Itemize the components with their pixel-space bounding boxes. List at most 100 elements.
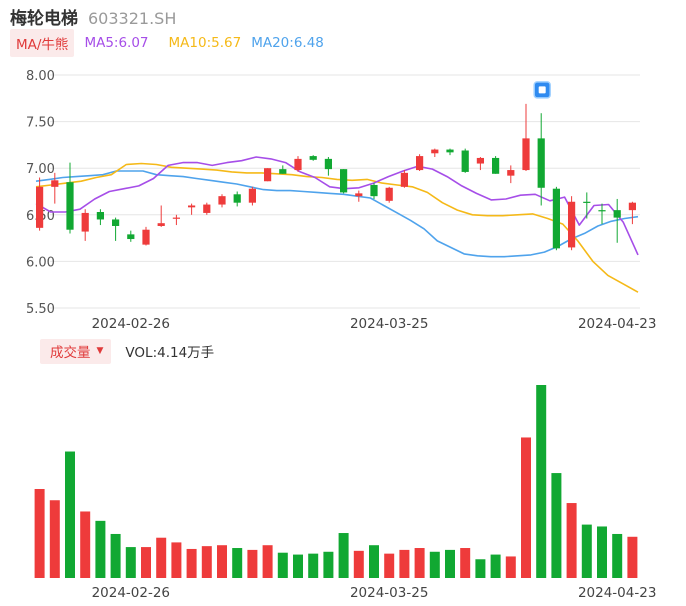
volume-bar: [490, 554, 501, 578]
volume-bar: [186, 548, 197, 578]
candle-body: [279, 169, 287, 174]
ma-type-selector[interactable]: MA/牛熊: [10, 29, 75, 57]
volume-bar: [414, 548, 425, 578]
candle-body: [248, 188, 256, 203]
candlestick: [81, 209, 89, 241]
candle-body: [340, 169, 348, 193]
volume-bar: [612, 533, 623, 578]
candlestick: [370, 183, 378, 199]
volume-bar: [277, 552, 288, 578]
candlestick: [294, 156, 302, 172]
candlestick: [264, 168, 272, 182]
candle-body: [188, 205, 196, 208]
candle-body: [309, 156, 317, 160]
volume-bar: [262, 545, 273, 578]
candle-body: [613, 210, 621, 218]
candle-body: [537, 138, 545, 188]
candlestick: [355, 190, 363, 202]
candle-body: [370, 184, 378, 197]
candlestick: [492, 156, 500, 174]
candle-body: [446, 149, 454, 153]
price-tick-label: 6.00: [26, 255, 55, 270]
candle-body: [476, 157, 484, 164]
candlestick: [172, 214, 180, 226]
volume-bar: [80, 511, 91, 578]
candle-body: [431, 149, 439, 154]
price-tick-label: 8.00: [26, 69, 55, 84]
volume-bar: [521, 437, 531, 578]
price-tick-label: 7.50: [26, 116, 55, 131]
candlestick: [96, 209, 104, 226]
volume-bar: [627, 536, 638, 578]
candle-body: [492, 157, 500, 174]
candle-body: [233, 194, 241, 203]
candlestick: [203, 202, 211, 215]
candlestick: [324, 157, 332, 176]
volume-bar: [460, 548, 471, 578]
volume-bar: [536, 385, 547, 578]
candle-body: [81, 212, 89, 232]
volume-bar: [399, 549, 410, 578]
volume-bar: [156, 537, 167, 578]
price-tick-label: 5.50: [26, 302, 55, 317]
price-date-label: 2024-02-26: [92, 316, 170, 332]
candlestick: [112, 217, 120, 241]
candlestick: [598, 203, 606, 225]
candlestick: [507, 165, 515, 184]
price-date-label: 2024-04-23: [578, 316, 656, 332]
volume-bar: [171, 542, 182, 578]
volume-bar: [384, 553, 395, 578]
candle-body: [36, 186, 44, 228]
candlestick: [613, 198, 621, 243]
marker-glyph: [538, 86, 546, 94]
candlestick: [51, 172, 59, 204]
chart-marker-icon: [533, 81, 551, 99]
volume-bar: [475, 559, 486, 578]
candlestick: [233, 191, 241, 207]
candlestick: [340, 169, 348, 194]
ma10-legend: MA10:5.67: [168, 35, 242, 51]
candle-body: [507, 170, 515, 176]
candle-body: [568, 201, 576, 248]
candle-body: [628, 202, 636, 211]
candlestick: [522, 103, 530, 171]
ma20-legend: MA20:6.48: [251, 35, 324, 51]
volume-bar: [551, 473, 562, 578]
candlestick: [218, 194, 226, 208]
candle-body: [66, 182, 74, 230]
volume-legend: 成交量 ▼ VOL:4.14万手: [40, 338, 214, 364]
stock-header: 梅轮电梯 603321.SH: [10, 4, 176, 29]
candle-body: [598, 210, 606, 212]
volume-bar: [353, 550, 364, 578]
volume-bar: [429, 551, 440, 578]
candlestick: [461, 148, 469, 173]
ma5-legend: MA5:6.07: [84, 35, 149, 51]
price-tick-label: 7.00: [26, 162, 55, 177]
volume-bar: [49, 500, 60, 578]
candlestick: [446, 148, 454, 156]
volume-indicator-selector[interactable]: 成交量 ▼: [40, 338, 112, 364]
candle-body: [583, 201, 591, 203]
candlestick: [552, 186, 560, 251]
candle-body: [522, 138, 530, 171]
candle-body: [355, 193, 363, 197]
ma-legend: MA/牛熊 MA5:6.07 MA10:5.67 MA20:6.48: [10, 29, 324, 57]
candle-body: [142, 229, 150, 245]
candlestick: [188, 203, 196, 215]
caret-down-icon: ▼: [96, 345, 104, 356]
candlestick: [36, 177, 44, 231]
candle-body: [172, 217, 180, 219]
candlestick: [416, 154, 424, 171]
candle-body: [400, 172, 408, 187]
candlestick: [431, 148, 439, 158]
volume-bar: [308, 553, 319, 578]
candlestick: [476, 157, 484, 171]
volume-bar: [110, 533, 121, 578]
candlestick: [400, 170, 408, 188]
candlestick: [385, 186, 393, 203]
candle-body: [96, 212, 104, 220]
volume-bar: [338, 533, 349, 578]
volume-date-label: 2024-03-25: [350, 585, 428, 601]
volume-bar: [34, 488, 45, 578]
